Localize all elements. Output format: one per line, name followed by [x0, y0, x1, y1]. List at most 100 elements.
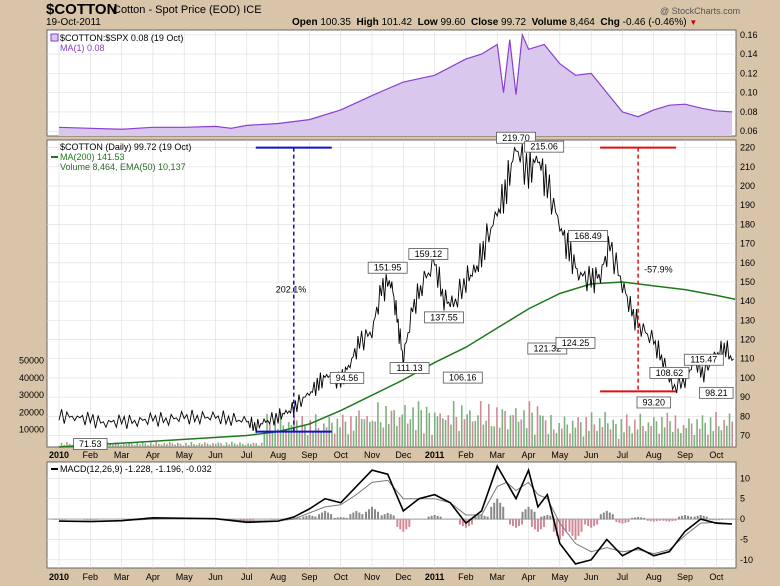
volume-bar [539, 415, 542, 447]
volume-bar [214, 443, 217, 447]
macd-histogram-bar [342, 517, 345, 520]
volume-bar [377, 402, 379, 447]
macd-histogram-bar [251, 519, 254, 521]
volume-bar [396, 425, 398, 447]
price-y-tick: 160 [740, 258, 755, 268]
macd-histogram-bar [336, 517, 339, 520]
volume-bar [109, 443, 111, 447]
price-legend-title: $COTTON (Daily) 99.72 (19 Oct) [60, 142, 191, 152]
macd-histogram-bar [624, 519, 627, 523]
macd-histogram-bar [414, 519, 417, 520]
volume-bar [155, 441, 157, 447]
macd-histogram-bar [512, 519, 515, 527]
macd-histogram-bar [470, 519, 473, 525]
volume-bar [185, 442, 187, 447]
macd-histogram-bar [392, 515, 395, 520]
ohlc-summary: Open 100.35 High 101.42 Low 99.60 Close … [292, 17, 698, 28]
annotation-label: 159.12 [415, 249, 443, 259]
x-axis-label-bottom: Feb [83, 572, 99, 582]
volume-bar [60, 442, 63, 447]
annotation-box [389, 362, 430, 374]
volume-bar [282, 425, 285, 447]
x-axis-label-bottom: Mar [114, 572, 130, 582]
volume-bar [677, 428, 679, 447]
macd-histogram-bar [374, 509, 377, 520]
volume-bar [168, 442, 171, 447]
macd-histogram-bar [324, 510, 327, 520]
macd-histogram-bar [377, 511, 380, 520]
annotation-box [649, 366, 690, 379]
macd-histogram-bar [333, 517, 336, 520]
volume-bar [447, 415, 450, 447]
macd-histogram-bar [446, 519, 449, 520]
volume-bar [120, 444, 122, 447]
macd-histogram-bar [64, 519, 66, 520]
volume-bar [701, 415, 704, 447]
volume-bar [366, 415, 368, 447]
volume-bar [133, 445, 136, 447]
volume-bar [339, 427, 341, 447]
volume-bar [271, 432, 274, 447]
macd-histogram-bar [615, 519, 618, 523]
volume-bar [312, 431, 314, 447]
volume-bar [631, 433, 633, 447]
volume-bar [471, 421, 474, 447]
volume-bar [371, 420, 374, 447]
volume-bar [442, 418, 444, 447]
volume-bar [139, 444, 141, 447]
volume-bar [341, 414, 344, 447]
macd-histogram-bar [420, 519, 423, 520]
volume-bar [412, 407, 414, 447]
volume-bar [506, 429, 509, 447]
volume-bar [176, 442, 179, 447]
x-axis-label: Oct [334, 450, 349, 460]
volume-bar [182, 445, 185, 447]
volume-bar [531, 412, 533, 447]
volume-bar [731, 421, 734, 447]
volume-bar [323, 423, 325, 447]
volume-bar [220, 443, 222, 447]
volume-bar [458, 430, 460, 447]
volume-bar [542, 415, 544, 447]
x-axis-label: Jul [241, 450, 253, 460]
annotation-label: 168.49 [574, 231, 602, 241]
high-value: 101.42 [381, 17, 413, 28]
macd-histogram-bar [302, 516, 305, 520]
volume-bar [726, 425, 728, 447]
annotation-label: 151.95 [374, 263, 402, 273]
volume-bar [693, 435, 696, 447]
macd-histogram-bar [709, 519, 712, 521]
volume-bar [517, 421, 520, 447]
volume-bar [661, 416, 663, 447]
x-axis-label-bottom: Oct [334, 572, 349, 582]
macd-histogram-bar [515, 519, 518, 528]
x-axis-label-bottom: Jun [208, 572, 223, 582]
x-axis-label: Jun [584, 450, 599, 460]
macd-histogram-bar [311, 515, 314, 520]
low-value: 99.60 [440, 17, 466, 28]
volume-bar [241, 443, 244, 447]
annotation-box [329, 371, 365, 384]
volume-bar [720, 430, 723, 447]
volume-bar [244, 445, 247, 447]
macd-histogram-bar [712, 519, 715, 521]
volume-bar [314, 414, 317, 447]
macd-histogram-bar [305, 515, 308, 520]
macd-histogram-bar [693, 516, 696, 520]
volume-bar [617, 438, 620, 447]
macd-histogram-bar [271, 519, 274, 520]
macd-histogram-bar [439, 516, 442, 520]
volume-bar [647, 422, 650, 447]
x-axis-label-bottom: Apr [522, 572, 536, 582]
macd-y-tick: 10 [740, 473, 750, 483]
price-legend-volume: Volume 8,464, EMA(50) 10,137 [60, 162, 186, 172]
macd-histogram-bar [380, 515, 383, 520]
macd-histogram-bar [728, 519, 730, 520]
ratio-y-tick: 0.12 [740, 68, 758, 78]
macd-histogram-bar [552, 519, 555, 532]
volume-bar [642, 425, 644, 447]
macd-histogram-bar [352, 512, 355, 520]
macd-histogram-bar [571, 519, 574, 536]
macd-histogram-bar [389, 514, 392, 520]
